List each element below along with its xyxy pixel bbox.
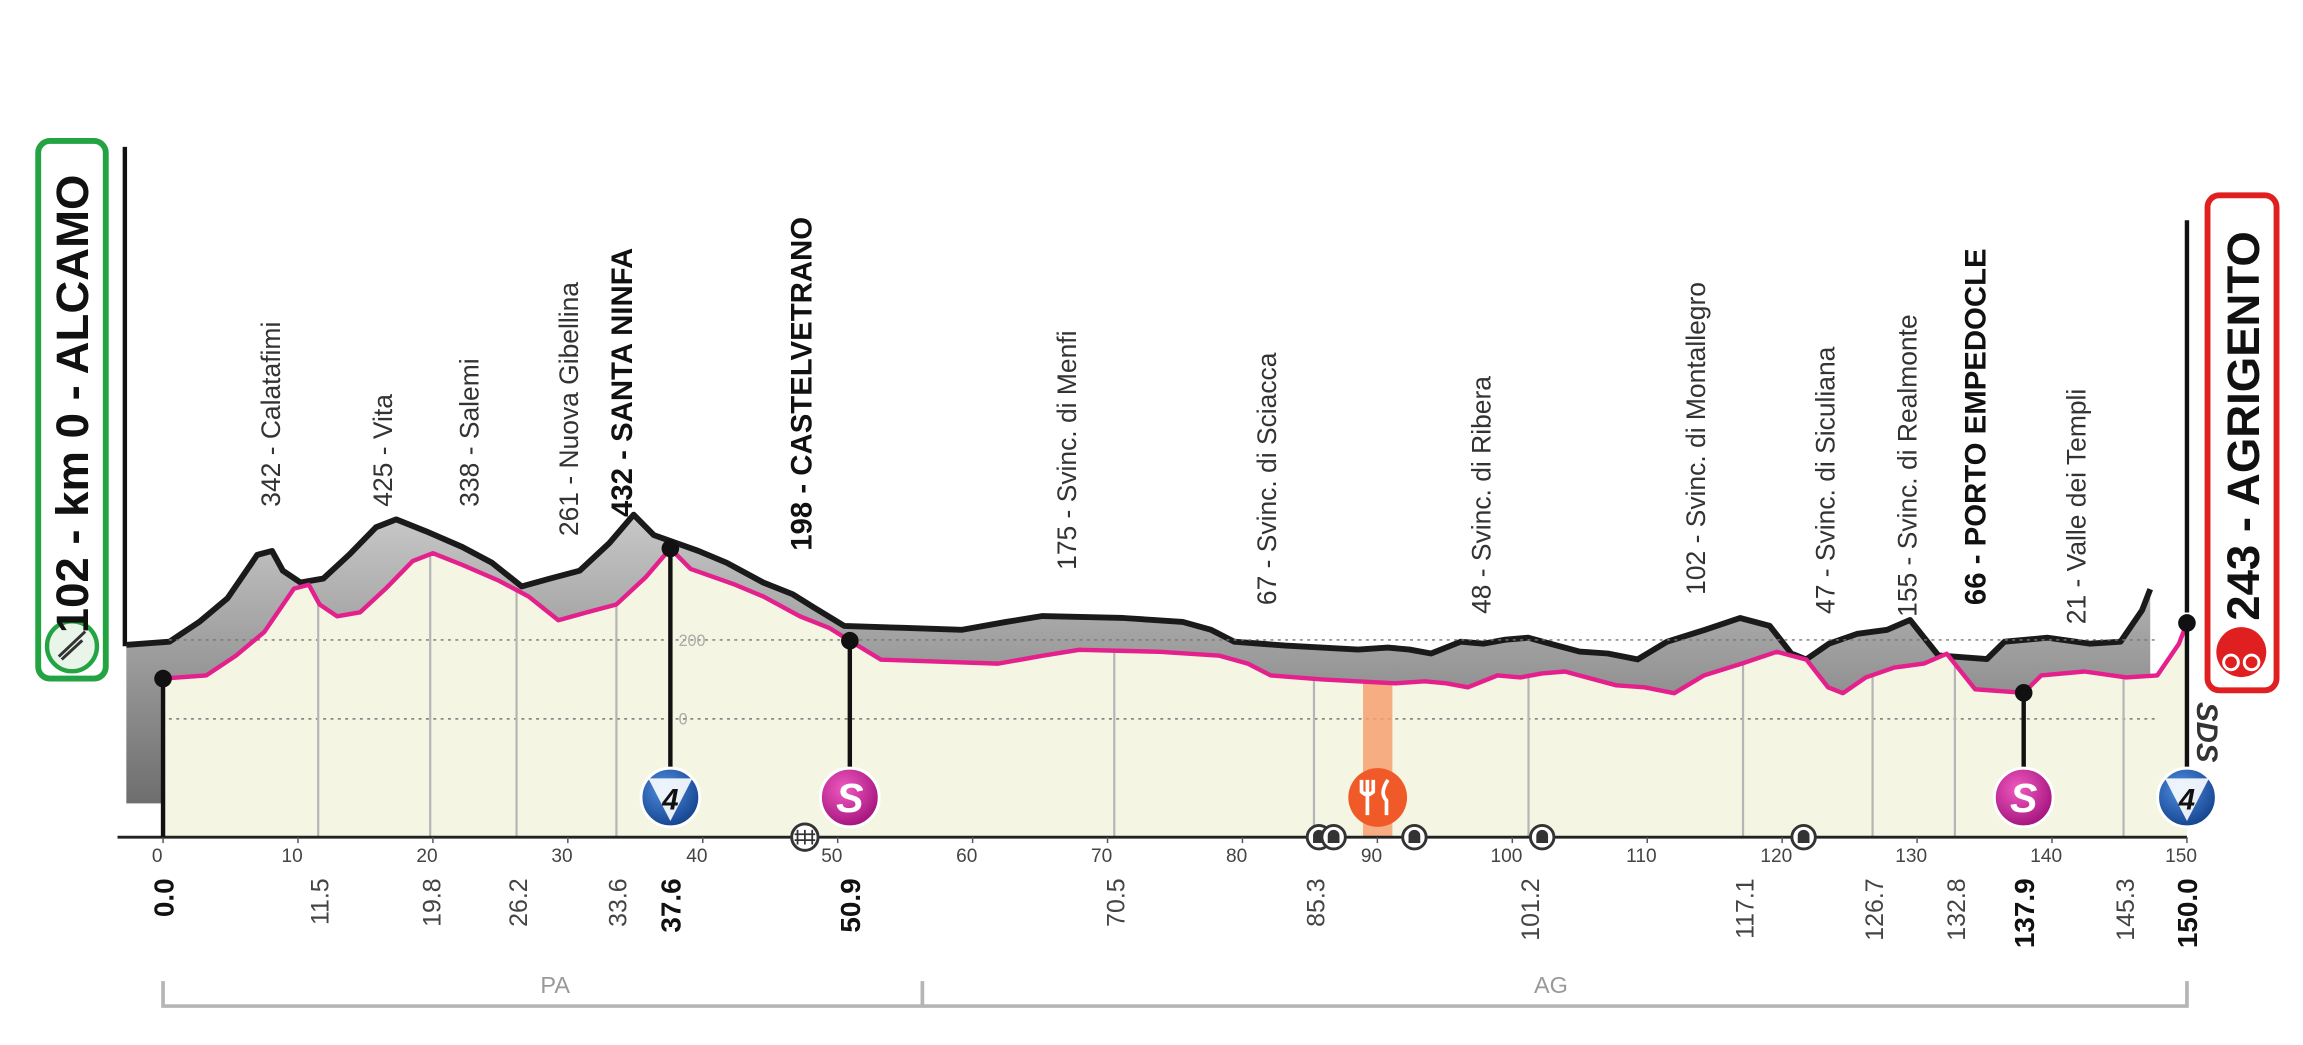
x-tick-label: 0: [152, 846, 163, 867]
tunnel-icon-symbol: [1408, 829, 1421, 844]
waypoint-dot: [154, 669, 172, 688]
profile-area: [163, 548, 2187, 838]
waypoint-name: 198 - CASTELVETRANO: [786, 217, 819, 551]
waypoint-dot: [2178, 614, 2196, 632]
waypoint-name: 155 - Svinc. di Realmonte: [1893, 314, 1923, 617]
sprint-icon-label: S: [836, 775, 863, 821]
waypoint-name: 21 - Valle dei Templi: [2061, 389, 2091, 624]
x-tick-label: 30: [551, 846, 572, 867]
waypoint-name: 338 - Salemi: [454, 358, 484, 506]
climb-icon-triangle: [2164, 778, 2209, 822]
km-label: 117.1: [1731, 878, 1759, 939]
y-tick-label: 0: [679, 711, 688, 729]
km-label: 126.7: [1861, 878, 1889, 940]
x-tick-label: 80: [1226, 846, 1247, 867]
x-tick-label: 120: [1760, 846, 1792, 867]
climb-icon-label: 4: [661, 783, 678, 816]
finish-box: [2204, 192, 2280, 694]
start-icon-symbol: [57, 630, 87, 661]
waypoint-dot: [661, 539, 680, 558]
km-label: 101.2: [1517, 878, 1545, 940]
km-label: 132.8: [1943, 878, 1971, 940]
region-label: PA: [540, 972, 570, 998]
climb-icon-triangle: [648, 778, 693, 822]
finish-label: 243 - AGRIGENTO: [2218, 231, 2269, 621]
sponsor-logo: SDS: [2190, 702, 2223, 763]
km-label: 0.0: [148, 878, 179, 917]
waypoint-name: 175 - Svinc. di Menfi: [1052, 330, 1082, 569]
feed-icon: [1348, 768, 1408, 827]
tunnel-icon-symbol: [1327, 829, 1340, 844]
crossing-icon-symbol: [794, 829, 816, 845]
x-tick-label: 130: [1895, 846, 1927, 867]
region-label: AG: [1534, 972, 1568, 998]
x-tick-label: 140: [2030, 846, 2062, 867]
profile-line: [162, 546, 2190, 696]
waypoint-dot: [841, 631, 859, 650]
km-label: 26.2: [505, 878, 533, 927]
x-tick-label: 20: [416, 846, 437, 867]
region-bracket: [161, 981, 2189, 1008]
km-label: 37.6: [656, 878, 687, 932]
waypoint-name: 432 - SANTA NINFA: [606, 248, 639, 517]
climb-icon-label: 4: [2178, 783, 2195, 816]
km-label: 19.8: [418, 878, 446, 927]
waypoint-name: 342 - Calatafimi: [256, 322, 286, 507]
start-label: 102 - km 0 - ALCAMO: [47, 175, 98, 634]
x-tick-label: 90: [1361, 846, 1382, 867]
km-label: 137.9: [2009, 878, 2040, 948]
finish-icon-symbol: [2222, 653, 2240, 672]
x-tick-label: 70: [1091, 846, 1112, 867]
sprint-icon-label: S: [2010, 775, 2037, 821]
tunnel-icon-symbol: [1536, 829, 1549, 844]
x-tick-label: 150: [2165, 846, 2197, 867]
waypoint-name: 67 - Svinc. di Sciacca: [1252, 352, 1282, 605]
waypoint-name: 102 - Svinc. di Montallegro: [1681, 282, 1711, 595]
km-label: 50.9: [835, 878, 866, 932]
km-label: 150.0: [2172, 878, 2203, 948]
x-tick-label: 60: [956, 846, 977, 867]
x-tick-label: 110: [1626, 846, 1656, 867]
km-label: 145.3: [2112, 878, 2140, 940]
y-tick-label: 200: [679, 632, 706, 650]
km-label: 33.6: [605, 878, 633, 927]
km-label: 70.5: [1103, 878, 1131, 927]
waypoint-name: 48 - Svinc. di Ribera: [1466, 376, 1496, 614]
x-tick-label: 100: [1491, 846, 1523, 867]
finish-icon-symbol: [2242, 653, 2261, 672]
sprint-icon: [1992, 766, 2055, 829]
waypoint-dot: [2014, 683, 2033, 702]
x-tick-label: 40: [686, 846, 707, 867]
waypoint-name: 47 - Svinc. di Siculiana: [1810, 346, 1840, 614]
x-tick-label: 50: [821, 846, 842, 867]
waypoint-name: 261 - Nuova Gibellina: [554, 282, 584, 536]
x-tick-label: 10: [281, 846, 302, 867]
tunnel-icon-symbol: [1797, 829, 1810, 844]
sprint-icon: [818, 766, 881, 829]
waypoint-name: 66 - PORTO EMPEDOCLE: [1960, 248, 1993, 605]
feed-icon-symbol: [1359, 778, 1390, 816]
relief-top: [126, 511, 2153, 663]
waypoint-name: 425 - Vita: [368, 394, 398, 507]
start-box: [35, 138, 109, 682]
km-label: 85.3: [1302, 878, 1330, 927]
km-label: 11.5: [306, 878, 334, 925]
finish-icon: [2216, 627, 2267, 678]
